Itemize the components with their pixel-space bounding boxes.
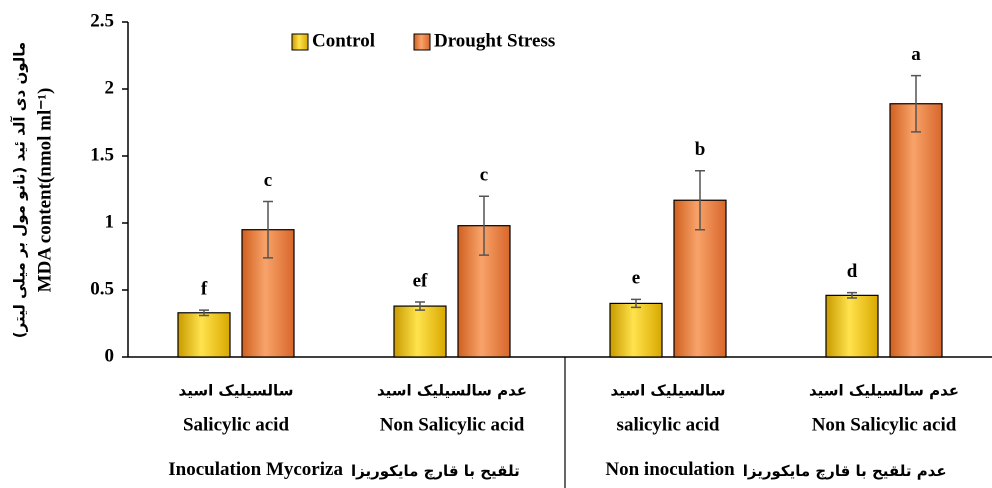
x-tick-label-fa: سالسیلیک اسید xyxy=(611,382,726,400)
bar xyxy=(177,312,231,358)
group-label: Inoculation Mycoriza تلقیح با قارچ مایکور… xyxy=(168,459,519,480)
group-label-fa: عدم تلقیح با قارچ مایکوریزا xyxy=(743,462,947,480)
x-tick-label: salicylic acid xyxy=(617,414,720,435)
legend-swatch xyxy=(413,33,431,51)
error-bar xyxy=(911,74,921,133)
error-bar xyxy=(847,291,857,299)
y-tick-label: 2 xyxy=(105,77,115,98)
significance-letter: a xyxy=(911,44,921,65)
significance-letter: e xyxy=(632,268,640,289)
significance-letter: d xyxy=(847,261,858,282)
bar xyxy=(825,294,879,358)
x-tick-label: Non Salicylic acid xyxy=(380,414,525,435)
error-bar xyxy=(479,195,489,256)
x-tick-label-fa: عدم سالسیلیک اسید xyxy=(377,382,527,400)
y-tick-label: 2.5 xyxy=(90,10,114,31)
y-axis-label: MDA content(nmol ml⁻¹) xyxy=(34,88,55,293)
y-axis-label-fa: مالون دی آلد ئید (نانو مول بر میلی لیتر) xyxy=(11,42,29,338)
x-tick-label: Non Salicylic acid xyxy=(812,414,957,435)
legend-swatch xyxy=(291,33,309,51)
significance-letter: ef xyxy=(413,270,428,291)
legend-label: Drought Stress xyxy=(434,30,555,51)
bar xyxy=(393,305,447,358)
error-bar xyxy=(695,169,705,231)
bar xyxy=(241,229,295,358)
legend-label: Control xyxy=(312,30,375,51)
significance-letter: b xyxy=(695,139,706,160)
bar xyxy=(609,302,663,358)
error-bar xyxy=(199,309,209,317)
bar xyxy=(889,103,943,358)
significance-letter: c xyxy=(264,170,272,191)
y-tick-label: 1 xyxy=(105,211,115,232)
error-bar xyxy=(631,298,641,309)
x-tick-label: Salicylic acid xyxy=(183,414,290,435)
group-label-en: Inoculation Mycoriza xyxy=(168,459,343,480)
y-tick-label: 0 xyxy=(105,345,115,366)
error-bar xyxy=(415,301,425,311)
significance-letter: f xyxy=(201,278,208,299)
y-tick-label: 0.5 xyxy=(90,278,114,299)
group-label-fa: تلقیح با قارچ مایکوریزا xyxy=(351,462,520,480)
group-label-en: Non inoculation xyxy=(605,459,735,480)
group-label: Non inoculation عدم تلقیح با قارچ مایکوری… xyxy=(605,459,946,480)
y-tick-label: 1.5 xyxy=(90,144,114,165)
significance-letter: c xyxy=(480,165,488,186)
x-tick-label-fa: عدم سالسیلیک اسید xyxy=(809,382,959,400)
error-bar xyxy=(263,200,273,259)
x-tick-label-fa: سالسیلیک اسید xyxy=(179,382,294,400)
